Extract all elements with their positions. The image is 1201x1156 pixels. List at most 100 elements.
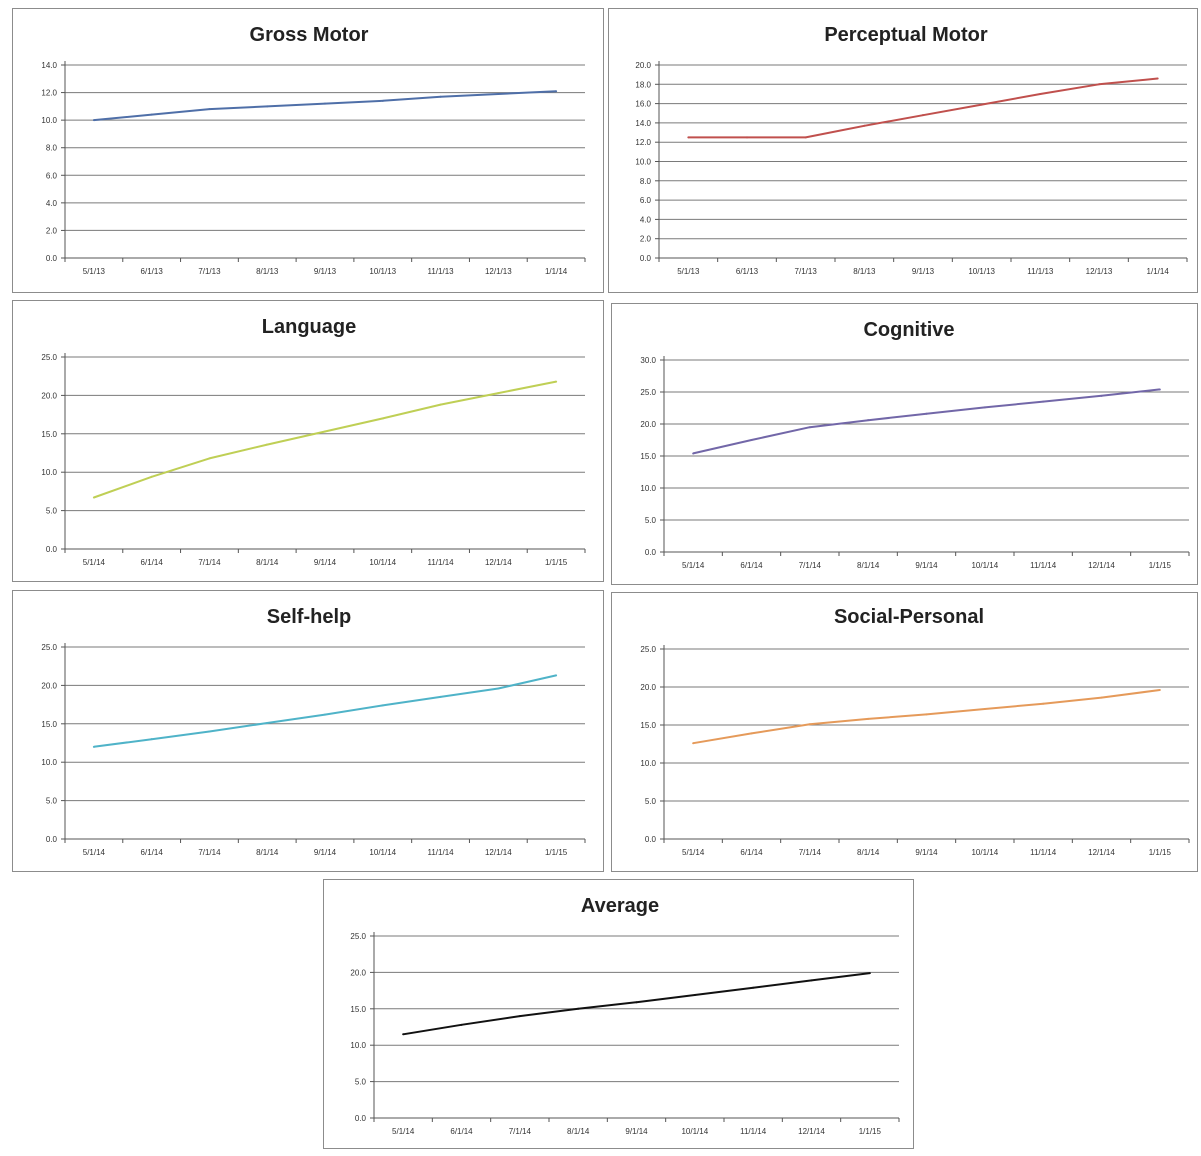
x-tick-label: 5/1/14: [83, 558, 106, 567]
data-point: [381, 704, 384, 707]
data-point: [808, 426, 811, 429]
x-tick-label: 6/1/14: [740, 848, 763, 857]
chart-title: Average: [581, 895, 659, 917]
x-tick-label: 9/1/14: [314, 848, 337, 857]
chart-svg: Average 0.0 5.0 10.0 15.0 20.0 25.0 5/1/14 6/1/1…: [350, 895, 900, 1136]
y-tick-label: 25.0: [41, 643, 57, 652]
data-point: [402, 1033, 405, 1036]
x-tick-label: 8/1/14: [857, 561, 880, 570]
y-tick-label: 5.0: [46, 507, 58, 516]
data-point: [750, 732, 753, 735]
series-line: [93, 380, 557, 499]
x-tick-label: 10/1/14: [681, 1127, 708, 1136]
x-tick-label: 5/1/13: [677, 267, 700, 276]
chart-svg: Language 0.0 5.0 10.0 15.0 20.0 25.0 5/1/14 6/1/…: [41, 316, 586, 567]
x-tick-label: 6/1/14: [141, 558, 164, 567]
data-point: [1098, 83, 1100, 86]
x-tick-label: 1/1/14: [545, 267, 568, 276]
chart-panel-average: Average 0.0 5.0 10.0 15.0 20.0 25.0 5/1/14 6/1/1…: [323, 879, 914, 1149]
y-tick-label: 20.0: [635, 61, 651, 70]
y-tick-label: 0.0: [46, 545, 58, 554]
y-tick-label: 5.0: [645, 797, 657, 806]
data-point: [92, 119, 95, 122]
data-point: [439, 403, 442, 406]
x-tick-label: 8/1/14: [567, 1127, 590, 1136]
data-point: [687, 136, 690, 139]
data-point: [150, 738, 153, 741]
y-tick-label: 5.0: [645, 516, 657, 525]
series-line: [692, 388, 1160, 455]
data-point: [439, 95, 442, 98]
x-tick-label: 9/1/13: [912, 267, 935, 276]
x-tick-label: 7/1/13: [795, 267, 818, 276]
y-tick-label: 6.0: [640, 196, 652, 205]
data-point: [867, 419, 870, 422]
chart-svg: Gross Motor 0.0 2.0 4.0 6.0 8.0 10.0 12.0 14.0 5/…: [41, 24, 586, 276]
series-line: [403, 972, 870, 1036]
y-tick-label: 10.0: [41, 758, 57, 767]
x-tick-label: 10/1/13: [968, 267, 995, 276]
chart-panel-gross-motor: Gross Motor 0.0 2.0 4.0 6.0 8.0 10.0 12.0 14.0 5/…: [12, 8, 604, 293]
data-point: [92, 745, 95, 748]
x-tick-label: 11/1/14: [428, 558, 455, 567]
x-tick-label: 8/1/14: [256, 848, 279, 857]
y-tick-label: 10.0: [41, 116, 57, 125]
x-tick-label: 1/1/15: [1149, 561, 1172, 570]
x-tick-label: 1/1/15: [1149, 848, 1172, 857]
y-tick-label: 8.0: [640, 177, 652, 186]
data-point: [925, 412, 928, 415]
data-point: [460, 1023, 463, 1026]
y-tick-label: 0.0: [46, 835, 58, 844]
y-tick-label: 10.0: [41, 468, 57, 477]
y-tick-label: 5.0: [46, 797, 58, 806]
x-tick-label: 12/1/14: [1088, 561, 1115, 570]
y-tick-label: 14.0: [635, 119, 651, 128]
y-tick-label: 20.0: [41, 681, 57, 690]
data-point: [867, 717, 870, 720]
x-tick-label: 8/1/14: [857, 848, 880, 857]
chart-title: Cognitive: [863, 319, 954, 341]
x-tick-label: 8/1/14: [256, 558, 279, 567]
chart-panel-language: Language 0.0 5.0 10.0 15.0 20.0 25.0 5/1/14 6/1/…: [12, 300, 604, 582]
y-tick-label: 25.0: [640, 388, 656, 397]
x-tick-label: 6/1/14: [450, 1127, 473, 1136]
y-tick-label: 12.0: [635, 138, 651, 147]
data-point: [1100, 394, 1103, 397]
y-tick-label: 25.0: [640, 645, 656, 654]
y-tick-label: 15.0: [350, 1005, 366, 1014]
x-tick-label: 12/1/13: [1086, 267, 1113, 276]
data-point: [752, 986, 755, 989]
x-tick-label: 1/1/14: [1147, 267, 1170, 276]
data-point: [324, 102, 326, 105]
x-tick-label: 8/1/13: [853, 267, 876, 276]
x-tick-label: 7/1/14: [509, 1127, 532, 1136]
data-point: [266, 105, 269, 108]
x-tick-label: 11/1/14: [740, 1127, 767, 1136]
x-tick-label: 7/1/14: [198, 848, 221, 857]
x-tick-label: 11/1/13: [428, 267, 455, 276]
chart-panel-social-personal: Social-Personal 0.0 5.0 10.0 15.0 20.0 25.0 5/1…: [611, 592, 1198, 872]
data-point: [497, 392, 500, 395]
chart-title: Self-help: [267, 606, 351, 628]
x-tick-label: 5/1/14: [682, 561, 705, 570]
y-tick-label: 4.0: [640, 215, 652, 224]
chart-panel-perceptual-motor: Perceptual Motor 0.0 2.0 4.0 6.0 8.0 10.0 12.0 1…: [608, 8, 1198, 293]
x-tick-label: 9/1/14: [915, 561, 938, 570]
y-tick-label: 5.0: [355, 1078, 367, 1087]
x-tick-label: 7/1/14: [198, 558, 221, 567]
y-tick-label: 10.0: [640, 484, 656, 493]
data-point: [1156, 77, 1159, 80]
chart-svg: Perceptual Motor 0.0 2.0 4.0 6.0 8.0 10.0 12.0 1…: [635, 24, 1188, 276]
y-tick-label: 0.0: [645, 835, 657, 844]
y-tick-label: 2.0: [640, 235, 652, 244]
data-point: [983, 708, 986, 711]
data-point: [746, 136, 748, 139]
x-tick-label: 9/1/13: [314, 267, 337, 276]
y-tick-label: 0.0: [645, 548, 657, 557]
x-tick-label: 11/1/14: [1030, 848, 1057, 857]
y-tick-label: 14.0: [41, 61, 57, 70]
x-tick-label: 12/1/14: [485, 558, 512, 567]
x-tick-label: 12/1/14: [1088, 848, 1115, 857]
data-point: [983, 406, 986, 409]
y-tick-label: 0.0: [640, 254, 652, 263]
